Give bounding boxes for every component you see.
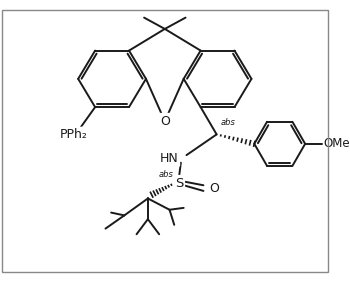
Text: abs: abs (158, 170, 173, 179)
Text: S: S (175, 177, 183, 190)
Text: abs: abs (220, 118, 235, 127)
Text: O: O (160, 115, 170, 128)
Text: O: O (209, 182, 219, 195)
Text: OMe: OMe (323, 137, 350, 150)
Text: PPh₂: PPh₂ (60, 128, 88, 141)
Text: HN: HN (160, 152, 179, 166)
